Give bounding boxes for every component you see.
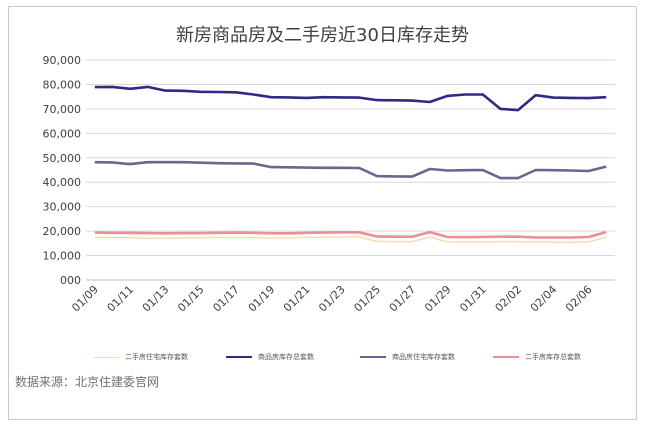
series-line: [94, 230, 607, 239]
legend-swatch: [360, 356, 386, 358]
x-tick-label: 01/13: [140, 283, 172, 315]
y-tick-label: 30,000: [43, 201, 82, 214]
y-tick-label: 70,000: [43, 103, 82, 116]
legend-swatch: [93, 356, 119, 358]
x-tick-label: 01/11: [105, 283, 137, 315]
series-line: [94, 85, 607, 112]
y-tick-label: 90,000: [43, 54, 82, 67]
x-tick-label: 01/31: [457, 283, 489, 315]
y-tick-label: 80,000: [43, 78, 82, 91]
x-tick-label: 02/02: [493, 283, 525, 315]
legend-item: 二手房库存总套数: [493, 349, 581, 365]
legend-swatch: [226, 356, 252, 358]
y-tick-label: 40,000: [43, 176, 82, 189]
chart-title: 新房商品房及二手房近30日库存走势: [176, 25, 469, 46]
legend-label: 二手房住宅库存套数: [125, 353, 188, 361]
x-tick-label: 02/06: [563, 283, 595, 315]
legend-label: 商品房住宅库存套数: [392, 353, 455, 361]
x-tick-label: 01/25: [351, 283, 383, 315]
y-tick-label: 000: [60, 274, 81, 287]
x-tick-label: 01/23: [316, 283, 348, 315]
y-tick-label: 20,000: [43, 225, 82, 238]
legend-item: 二手房住宅库存套数: [93, 349, 188, 365]
x-tick-label: 01/19: [246, 283, 278, 315]
x-tick-label: 01/21: [281, 283, 313, 315]
x-tick-label: 02/04: [528, 283, 560, 315]
legend-label: 商品房库存总套数: [258, 353, 314, 361]
data-source-note: 数据来源：北京住建委官网: [15, 375, 160, 389]
chart-plot: 000 10,000 20,000 30,000 40,000 50,000 60,000 7…: [43, 54, 615, 315]
x-tick-label: 01/27: [387, 283, 419, 315]
y-tick-label: 10,000: [43, 250, 82, 263]
series-line: [94, 160, 607, 180]
y-tick-label: 50,000: [43, 152, 82, 165]
chart-frame: 新房商品房及二手房近30日库存走势 000 10,000 20,000 30,000 4…: [8, 6, 637, 420]
legend-item: 商品房住宅库存套数: [360, 349, 455, 365]
legend-label: 二手房库存总套数: [525, 353, 581, 361]
x-tick-label: 01/09: [69, 283, 101, 315]
x-tick-label: 01/29: [422, 283, 454, 315]
legend-item: 商品房库存总套数: [226, 349, 314, 365]
chart-legend: 二手房住宅库存套数 商品房库存总套数 商品房住宅库存套数 二手房库存总套数: [9, 349, 636, 365]
series-line: [94, 236, 607, 244]
x-tick-label: 01/17: [210, 283, 242, 315]
y-tick-label: 60,000: [43, 127, 82, 140]
x-tick-label: 01/15: [175, 283, 207, 315]
legend-swatch: [493, 356, 519, 358]
